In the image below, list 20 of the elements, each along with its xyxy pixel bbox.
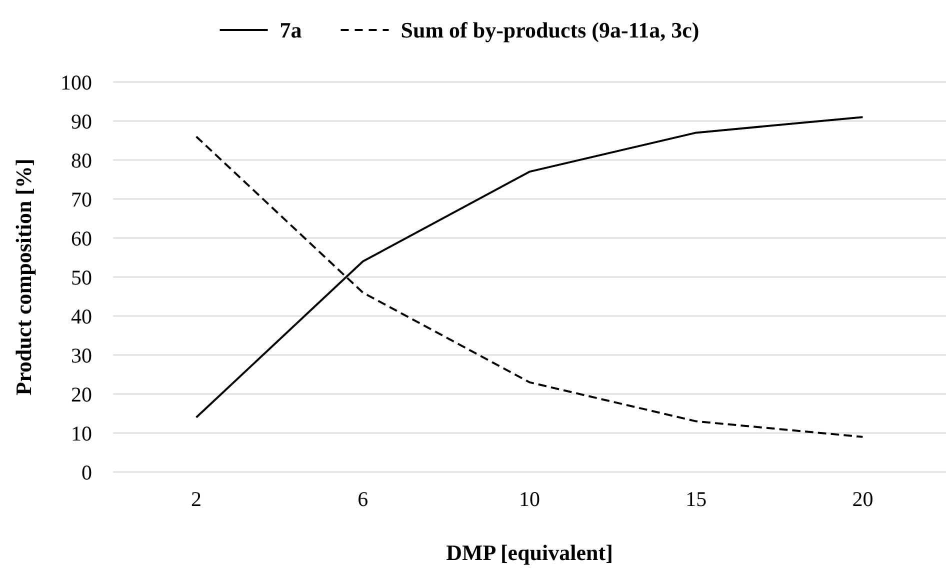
y-tick-label: 30 (71, 343, 92, 368)
x-tick-label: 10 (519, 487, 540, 511)
legend-label: Sum of by-products (9a-11a, 3c) (400, 18, 700, 43)
x-tick-label: 2 (191, 487, 202, 511)
y-tick-label: 70 (71, 187, 92, 212)
legend-label: 7a (280, 18, 302, 43)
x-tick-label: 6 (358, 487, 368, 511)
y-tick-label: 20 (71, 382, 92, 406)
y-tick-label: 50 (71, 265, 92, 290)
y-tick-label: 80 (71, 148, 92, 172)
x-tick-label: 20 (852, 487, 874, 511)
y-tick-label: 10 (71, 421, 92, 446)
y-tick-label: 60 (71, 226, 92, 250)
y-axis-title: Product composition [%] (11, 158, 36, 396)
x-tick-label: 15 (686, 487, 707, 511)
y-tick-label: 40 (71, 304, 92, 328)
y-tick-label: 100 (60, 70, 92, 94)
x-axis-title: DMP [equivalent] (446, 540, 613, 565)
y-tick-label: 0 (82, 460, 92, 484)
y-tick-label: 90 (71, 109, 92, 134)
